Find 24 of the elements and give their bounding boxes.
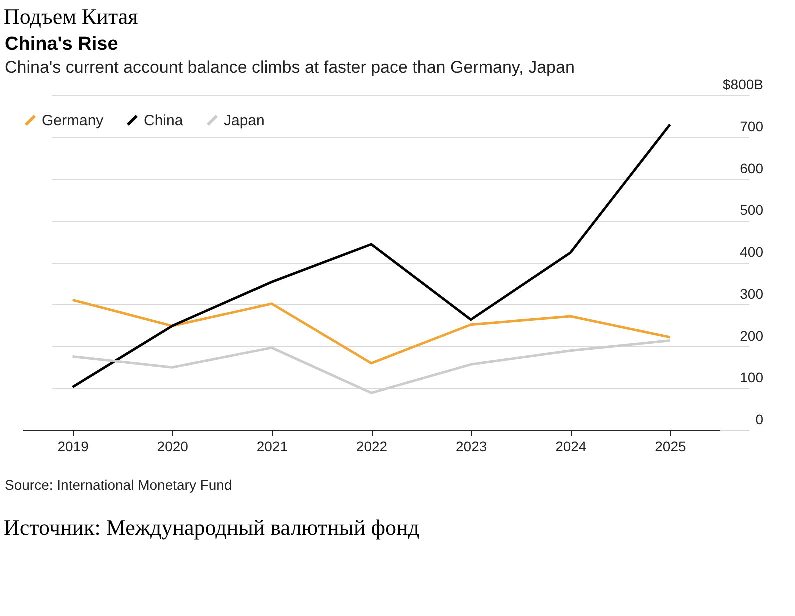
y-tick-label: $800B — [723, 76, 764, 92]
x-tick-label: 2022 — [356, 438, 388, 454]
y-tick-label: 200 — [740, 328, 764, 344]
x-tick-label: 2025 — [655, 438, 686, 454]
y-tick-label: 0 — [756, 412, 764, 428]
y-tick-label: 400 — [740, 244, 764, 260]
x-tick-label: 2021 — [256, 438, 288, 454]
y-tick-label: 600 — [740, 160, 764, 176]
legend-label: Germany — [42, 112, 104, 130]
chart-subtitle: China's current account balance climbs at faster pace than Germany, Japan — [4, 58, 576, 78]
y-tick-label: 700 — [740, 118, 764, 134]
text: Источник: Международный валютный фонд — [3, 515, 421, 541]
chart-title: China's Rise — [4, 34, 120, 56]
x-tick-label: 2023 — [456, 438, 488, 454]
source-note: Source: International Monetary Fund — [4, 477, 234, 493]
text: Подъем Китая — [3, 4, 140, 30]
legend-label: Japan — [224, 112, 265, 130]
y-tick-label: 500 — [740, 202, 764, 218]
legend-label: China — [144, 112, 184, 130]
x-tick-label: 2024 — [556, 438, 587, 454]
y-tick-label: 300 — [740, 286, 764, 302]
x-tick-label: 2020 — [157, 438, 189, 454]
x-tick-label: 2019 — [58, 438, 90, 454]
y-tick-label: 100 — [740, 370, 764, 386]
